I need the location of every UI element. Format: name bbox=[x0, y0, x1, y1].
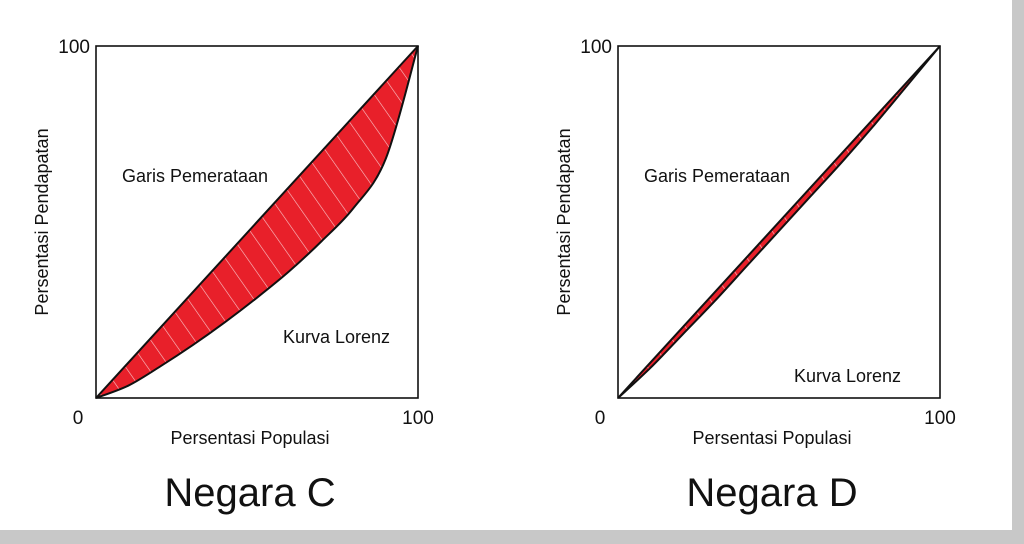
chart-title: Negara C bbox=[164, 471, 335, 515]
x-axis-label: Persentasi Populasi bbox=[170, 428, 329, 448]
chart-title: Negara D bbox=[686, 471, 857, 515]
lorenz-chart-negara-c: 100 0 100 Persentasi Populasi Persentasi… bbox=[32, 37, 434, 515]
chart-panel-negara-d: 100 0 100 Persentasi Populasi Persentasi… bbox=[522, 0, 1024, 530]
plot-frame bbox=[95, 45, 419, 399]
lorenz-curve-line bbox=[617, 45, 941, 399]
annotation-garis-pemerataan: Garis Pemerataan bbox=[644, 166, 790, 186]
chart-panel-negara-c: 100 0 100 Persentasi Populasi Persentasi… bbox=[0, 0, 506, 530]
annotation-kurva-lorenz: Kurva Lorenz bbox=[283, 327, 390, 347]
equality-line bbox=[95, 45, 419, 399]
y-axis-label: Persentasi Pendapatan bbox=[554, 128, 574, 315]
x-axis-label: Persentasi Populasi bbox=[692, 428, 851, 448]
annotation-garis-pemerataan: Garis Pemerataan bbox=[122, 166, 268, 186]
x-tick-label-0: 0 bbox=[73, 408, 84, 429]
lorenz-chart-negara-d: 100 0 100 Persentasi Populasi Persentasi… bbox=[554, 37, 956, 515]
y-tick-label-100: 100 bbox=[580, 37, 612, 58]
x-tick-label-100: 100 bbox=[924, 408, 956, 429]
y-tick-label-100: 100 bbox=[58, 37, 90, 58]
lorenz-curve-line bbox=[95, 45, 419, 399]
x-tick-label-0: 0 bbox=[595, 408, 606, 429]
figure-card: 100 0 100 Persentasi Populasi Persentasi… bbox=[0, 0, 1012, 530]
y-axis-label: Persentasi Pendapatan bbox=[32, 128, 52, 315]
annotation-kurva-lorenz: Kurva Lorenz bbox=[794, 366, 901, 386]
plot-frame bbox=[617, 45, 941, 399]
equality-line bbox=[617, 45, 941, 399]
x-tick-label-100: 100 bbox=[402, 408, 434, 429]
